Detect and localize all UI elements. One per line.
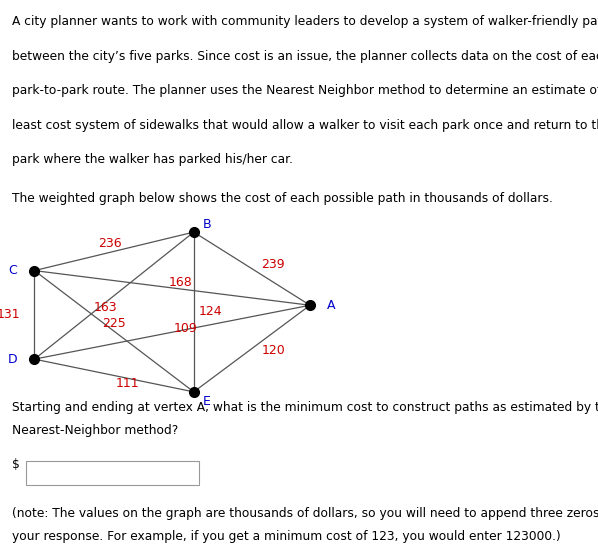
Text: Starting and ending at vertex A, what is the minimum cost to construct paths as : Starting and ending at vertex A, what is… [12,400,598,414]
Text: B: B [202,218,211,231]
Text: 225: 225 [102,317,126,330]
Text: 124: 124 [199,305,223,318]
Text: least cost system of sidewalks that would allow a walker to visit each park once: least cost system of sidewalks that woul… [12,119,598,131]
Text: $: $ [12,458,20,471]
Text: A city planner wants to work with community leaders to develop a system of walke: A city planner wants to work with commun… [12,15,598,28]
Text: E: E [203,395,210,408]
Text: 236: 236 [98,237,121,250]
Text: 120: 120 [261,344,285,357]
Text: 111: 111 [115,377,139,390]
FancyBboxPatch shape [26,461,199,485]
Text: Nearest-Neighbor method?: Nearest-Neighbor method? [12,424,178,437]
Text: 239: 239 [261,258,285,271]
Text: park-to-park route. The planner uses the Nearest Neighbor method to determine an: park-to-park route. The planner uses the… [12,84,598,97]
Text: (note: The values on the graph are thousands of dollars, so you will need to app: (note: The values on the graph are thous… [12,507,598,520]
Text: The weighted graph below shows the cost of each possible path in thousands of do: The weighted graph below shows the cost … [12,192,553,205]
Text: D: D [8,353,18,366]
Text: 168: 168 [169,276,193,289]
Text: your response. For example, if you get a minimum cost of 123, you would enter 12: your response. For example, if you get a… [12,530,561,543]
Text: A: A [327,299,336,312]
Text: 109: 109 [173,322,197,335]
Text: park where the walker has parked his/her car.: park where the walker has parked his/her… [12,153,293,166]
Text: 131: 131 [0,309,20,321]
Text: 163: 163 [94,301,117,314]
Text: C: C [8,264,17,277]
Text: between the city’s five parks. Since cost is an issue, the planner collects data: between the city’s five parks. Since cos… [12,50,598,63]
